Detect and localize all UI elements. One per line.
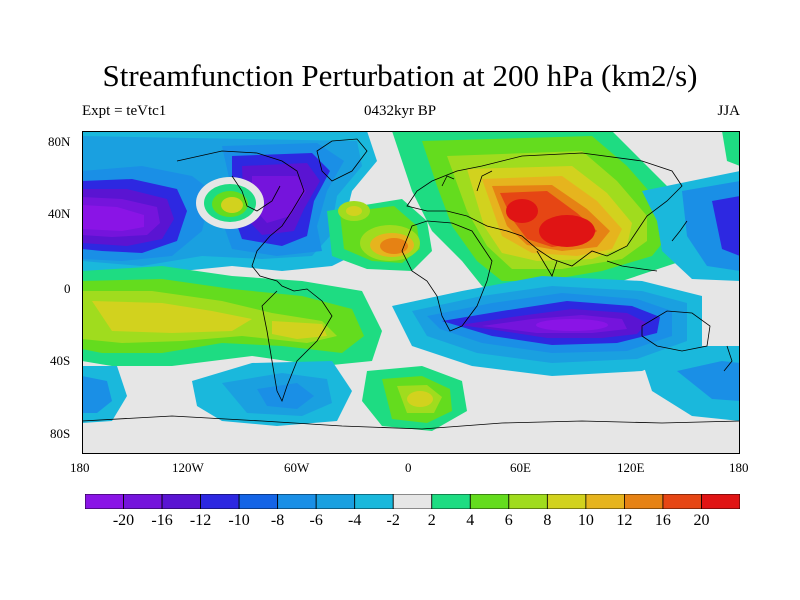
colorbar-label: -8 [270,512,285,529]
colorbar-label: 16 [654,512,671,529]
asia-high-field [392,131,702,301]
colorbar-swatch [392,493,433,510]
colorbar-swatch [431,493,471,510]
colorbar-swatch [701,493,741,510]
colorbar-swatch [238,493,279,510]
coastlines [82,138,740,430]
colorbar-swatches [84,493,741,510]
colorbar-label: -20 [112,512,135,529]
lon-tick-60w: 60W [284,460,310,475]
lon-tick-120e: 120E [617,460,645,475]
south-indian-ocean-low-field [392,276,702,376]
colorbar-label: 8 [543,512,552,529]
lon-tick-0: 0 [405,460,412,475]
lat-tick-80n: 80N [48,134,71,149]
west-pacific-low-field [642,131,740,281]
colorbar-label: -12 [189,512,212,529]
lat-tick-40n: 40N [48,206,71,221]
lon-tick-180e: 180 [729,460,749,475]
lon-tick-60e: 60E [510,460,531,475]
lon-tick-180w: 180 [70,460,90,475]
colorbar-swatch [123,493,163,510]
map-panel [82,131,740,454]
colorbar-swatch [84,493,124,510]
colorbar-swatch [354,493,394,510]
colorbar-label: 12 [616,512,633,529]
south-atlantic-high-field [362,366,467,431]
lat-tick-40s: 40S [50,353,71,368]
colorbar-swatch [315,493,356,510]
colorbar-label: 4 [466,512,475,529]
experiment-label: Expt = teVtc1 [82,103,167,119]
north-pacific-low-field [82,131,377,281]
lat-tick-0: 0 [64,281,71,296]
south-pacific-band-field [82,266,382,366]
lat-tick-80s: 80S [50,426,71,441]
lon-tick-120w: 120W [172,460,204,475]
map-border [82,131,740,454]
colorbar-label: -10 [228,512,250,529]
colorbar-swatch [508,493,548,510]
time-label: 0432kyr BP [363,103,437,119]
north-africa-high-field [327,199,432,271]
colorbar-label: 6 [504,512,513,529]
colorbar-label: -4 [348,512,362,529]
colorbar-swatch [585,493,625,510]
colorbar-swatch [200,493,240,510]
streamfunction-map [82,131,740,454]
colorbar-swatch [161,493,201,510]
colorbar [84,493,741,510]
colorbar-label: 20 [693,512,710,529]
season-label: JJA [717,103,740,119]
colorbar-swatch [277,493,317,510]
colorbar-label: -6 [309,512,323,529]
colorbar-swatch [469,493,510,510]
colorbar-swatch [624,493,664,510]
colorbar-label: -16 [151,512,173,529]
colorbar-label: 2 [427,512,436,529]
colorbar-swatch [662,493,702,510]
colorbar-swatch [546,493,587,510]
colorbar-label: 10 [577,512,594,529]
chart-title: Streamfunction Perturbation at 200 hPa (… [102,58,698,93]
colorbar-label: -2 [386,512,400,529]
